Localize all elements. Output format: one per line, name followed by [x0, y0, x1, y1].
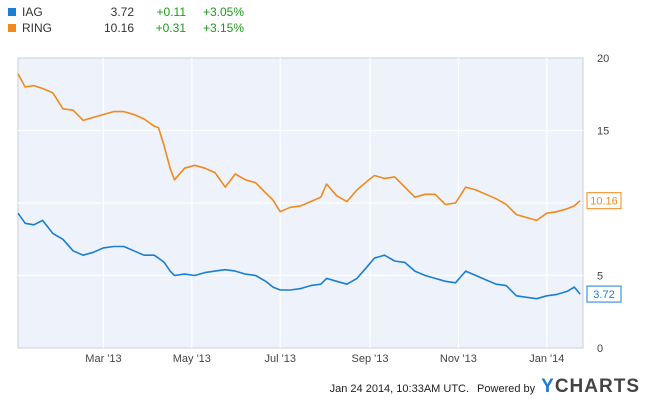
- ring-change: +0.31: [155, 21, 186, 35]
- legend: IAG 3.72 +0.11 +3.05% RING 10.16 +0.31 +…: [8, 4, 244, 36]
- legend-row-ring: RING 10.16 +0.31 +3.15%: [8, 20, 244, 36]
- footer: Jan 24 2014, 10:33AM UTC. Powered by YCH…: [330, 376, 640, 398]
- series-line-ring[interactable]: [17, 73, 581, 222]
- x-tick-label: May '13: [173, 353, 211, 365]
- ring-price: 10.16: [103, 21, 134, 35]
- end-label-text: 3.72: [593, 289, 614, 301]
- y-tick-label: 0: [597, 343, 603, 355]
- iag-pct-change: +3.05%: [202, 5, 244, 19]
- x-tick-label: Jul '13: [264, 353, 295, 365]
- ycharts-logo[interactable]: YCHARTS: [541, 376, 640, 398]
- timestamp: Jan 24 2014, 10:33AM UTC.: [329, 383, 470, 395]
- y-tick-label: 15: [597, 126, 609, 138]
- x-tick-label: Mar '13: [85, 353, 121, 365]
- gridlines: [18, 58, 583, 348]
- end-labels: 10.16 3.72: [586, 192, 622, 303]
- end-label-box: [586, 192, 622, 210]
- powered-by-text: Powered by: [477, 383, 536, 395]
- y-tick-label: 20: [597, 53, 609, 65]
- ycharts-logo-y: Y: [541, 376, 555, 397]
- ring-swatch: [8, 24, 16, 32]
- series-line-iag[interactable]: [17, 212, 581, 300]
- end-label-ring: 10.16: [586, 192, 622, 210]
- iag-price: 3.72: [110, 5, 134, 19]
- ring-ticker[interactable]: RING: [22, 21, 52, 35]
- x-tick-label: Jan '14: [529, 353, 564, 365]
- ring-pct-change: +3.15%: [202, 21, 244, 35]
- end-label-iag: 3.72: [586, 285, 622, 303]
- iag-change: +0.11: [156, 5, 186, 19]
- iag-ticker[interactable]: IAG: [22, 5, 43, 19]
- legend-row-iag: IAG 3.72 +0.11 +3.05%: [8, 4, 244, 20]
- end-label-box: [586, 285, 622, 303]
- series-lines: [17, 73, 581, 300]
- end-label-text: 10.16: [590, 196, 618, 208]
- x-tick-label: Sep '13: [352, 353, 389, 365]
- x-tick-label: Nov '13: [440, 353, 477, 365]
- iag-swatch: [8, 8, 16, 16]
- ycharts-logo-rest: CHARTS: [554, 376, 640, 397]
- y-tick-label: 5: [597, 271, 603, 283]
